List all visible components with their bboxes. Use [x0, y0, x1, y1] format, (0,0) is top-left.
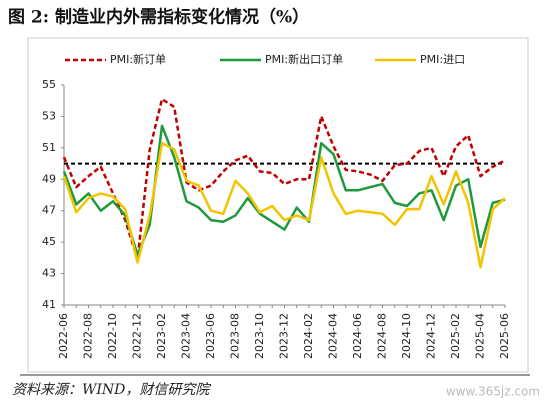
y-tick-label: 45: [42, 235, 56, 248]
y-tick-label: 47: [42, 204, 56, 217]
x-tick-label: 2022-08: [82, 313, 95, 359]
x-tick-label: 2025-02: [449, 313, 462, 359]
frame: [27, 37, 529, 373]
title-bar: [0, 0, 550, 36]
x-tick-label: 2023-12: [278, 313, 291, 359]
x-tick-label: 2023-06: [204, 313, 217, 359]
x-tick-label: 2022-12: [131, 313, 144, 359]
x-tick-label: 2024-08: [376, 313, 389, 359]
x-tick-label: 2023-08: [229, 313, 242, 359]
y-tick-label: 55: [42, 78, 56, 91]
y-tick-label: 43: [42, 267, 56, 280]
x-tick-label: 2023-04: [180, 313, 193, 359]
series-line: [62, 141, 506, 269]
legend-label: PMI:新出口订单: [265, 52, 343, 66]
x-tick-label: 2024-12: [425, 313, 438, 359]
x-tick-label: 2022-06: [57, 313, 70, 359]
series-line: [62, 124, 506, 256]
x-tick-label: 2024-04: [327, 313, 340, 359]
chart-title: 图 2: 制造业内外需指标变化情况（%）: [8, 7, 309, 28]
x-tick-label: 2023-02: [155, 313, 168, 359]
x-tick-label: 2025-06: [498, 313, 511, 359]
legend-label: PMI:新订单: [110, 52, 166, 66]
x-tick-label: 2025-04: [474, 313, 487, 359]
x-tick-label: 2024-06: [351, 313, 364, 359]
y-tick-label: 53: [42, 109, 56, 122]
y-tick-label: 49: [42, 172, 56, 185]
x-tick-label: 2024-02: [302, 313, 315, 359]
legend-label: PMI:进口: [420, 53, 465, 66]
x-tick-label: 2022-10: [106, 313, 119, 359]
source: 资料来源：WIND，财信研究院: [12, 382, 211, 398]
x-tick-label: 2023-10: [253, 313, 266, 359]
x-tick-label: 2024-10: [400, 313, 413, 359]
y-tick-label: 41: [42, 298, 56, 311]
watermark: www.365jz.com: [446, 385, 540, 399]
y-tick-label: 51: [42, 141, 56, 154]
